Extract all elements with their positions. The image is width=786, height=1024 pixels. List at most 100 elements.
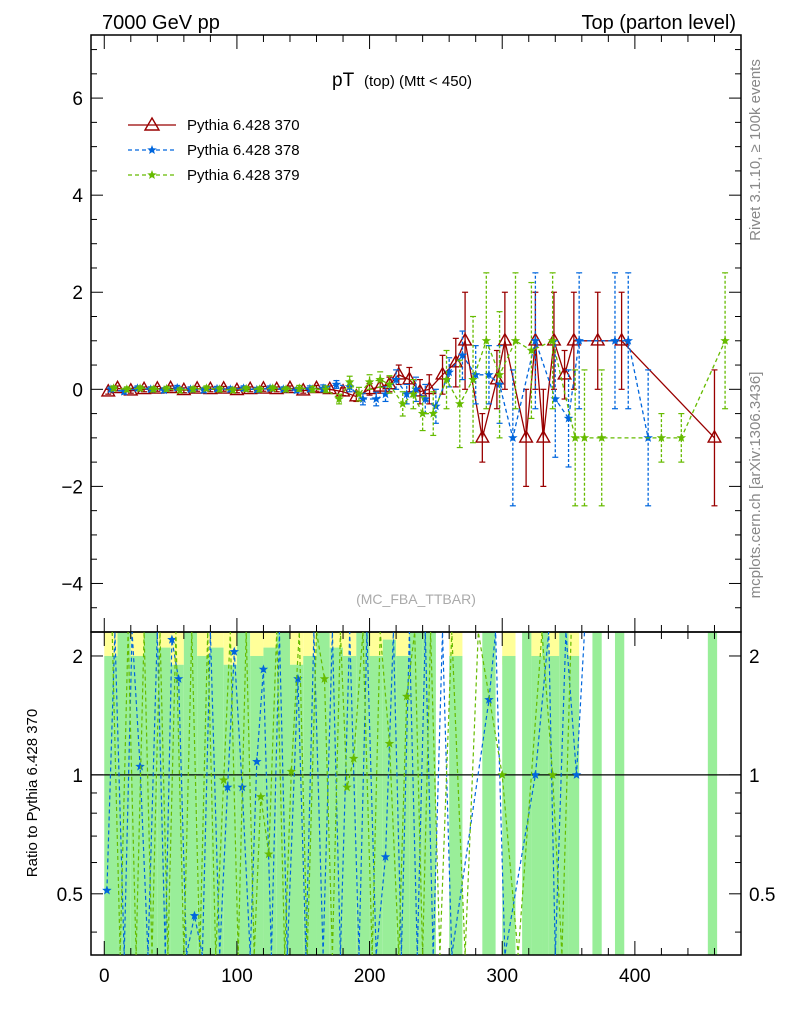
ratio-band-green (482, 632, 496, 955)
data-point (321, 384, 331, 394)
main-ytick-label: 4 (72, 186, 83, 207)
data-point (597, 432, 607, 442)
data-point (508, 432, 518, 442)
ratio-band-yellow (382, 632, 397, 640)
ratio-band-green (170, 664, 184, 955)
ratio-point (135, 761, 145, 771)
ratio-ylabel: Ratio to Pythia 6.428 370 (24, 709, 41, 877)
ratio-ytick-label: 1 (72, 766, 83, 787)
ratio-point (530, 769, 541, 779)
data-point (510, 335, 521, 345)
ratio-band-green (236, 632, 251, 955)
header-left: 7000 GeV pp (102, 12, 220, 34)
main-ytick-label: −2 (61, 477, 83, 498)
ratio-point (402, 691, 412, 701)
data-point (435, 366, 451, 380)
ratio-line (106, 632, 586, 955)
data-point (214, 384, 225, 394)
data-point (526, 345, 537, 355)
ratio-point (319, 673, 330, 683)
ratio-band-green (223, 664, 237, 955)
data-point (291, 385, 302, 395)
data-point (518, 429, 534, 443)
ratio-band-green (502, 655, 516, 955)
data-point (421, 380, 437, 395)
ratio-band-yellow (263, 632, 277, 648)
data-point (570, 432, 580, 442)
data-point (148, 384, 159, 394)
series-line (110, 338, 649, 439)
xtick-label: 400 (619, 966, 651, 987)
data-point (372, 378, 388, 392)
data-point (455, 398, 465, 408)
ratio-band-green (568, 655, 580, 955)
data-point (481, 335, 492, 345)
data-point (535, 429, 551, 443)
ratio-band-yellow (548, 632, 560, 656)
data-point (497, 332, 513, 346)
ratio-band-yellow (289, 632, 304, 665)
data-point (676, 432, 687, 442)
data-point (294, 383, 304, 393)
data-point (380, 389, 391, 399)
data-point (428, 408, 438, 418)
ratio-band-yellow (568, 632, 580, 656)
header-right: Top (parton level) (581, 12, 736, 34)
data-point (384, 379, 395, 389)
ratio-band-green (559, 632, 569, 955)
ratio-ytick-label-right: 1 (749, 766, 760, 787)
main-ytick-label: 6 (72, 89, 83, 110)
data-point (411, 384, 421, 394)
legend-label-379: Pythia 6.428 379 (187, 167, 300, 184)
ratio-point (256, 791, 266, 801)
legend-marker-378 (147, 145, 157, 154)
data-point (268, 383, 278, 393)
data-point (331, 379, 342, 389)
data-point (159, 385, 169, 395)
data-point (656, 432, 667, 442)
data-point (241, 383, 251, 393)
data-point (474, 429, 490, 443)
xtick-label: 200 (354, 966, 386, 987)
data-point (106, 384, 116, 394)
ratio-ytick-label: 0.5 (57, 885, 83, 906)
data-point (398, 398, 408, 408)
watermark: (MC_FBA_TTBAR) (356, 591, 476, 607)
series-370 (100, 291, 722, 507)
xtick-label: 0 (99, 966, 110, 987)
ratio-point (189, 910, 200, 920)
data-point (335, 383, 351, 397)
data-point (417, 408, 428, 418)
ratio-series-379 (111, 632, 572, 955)
data-point (557, 366, 573, 380)
legend-label-378: Pythia 6.428 378 (187, 142, 300, 159)
data-point (402, 389, 412, 399)
ratio-point (218, 775, 229, 785)
ratio-band-green (303, 655, 317, 955)
main-ytick-label: 0 (72, 380, 83, 401)
data-point (281, 384, 291, 394)
xtick-label: 100 (221, 966, 253, 987)
data-point (590, 332, 606, 346)
ratio-ytick-label: 2 (72, 647, 83, 668)
data-point (199, 385, 209, 395)
data-point (401, 371, 417, 385)
data-point (161, 383, 172, 393)
data-point (706, 429, 722, 443)
ratio-point (222, 782, 233, 792)
ratio-point (229, 646, 239, 656)
ratio-band-yellow (210, 632, 224, 648)
ratio-band-green (422, 632, 436, 955)
legend-label-370: Pythia 6.428 370 (187, 117, 300, 134)
ratio-band-green (522, 632, 532, 955)
data-point (371, 394, 381, 404)
data-point (334, 394, 344, 404)
data-point (444, 367, 454, 377)
ratio-band-green (531, 655, 543, 955)
ratio-point (380, 851, 391, 861)
data-point (135, 383, 145, 393)
ratio-point (384, 738, 395, 748)
ratio-series-378 (102, 632, 586, 955)
data-point (494, 369, 505, 379)
